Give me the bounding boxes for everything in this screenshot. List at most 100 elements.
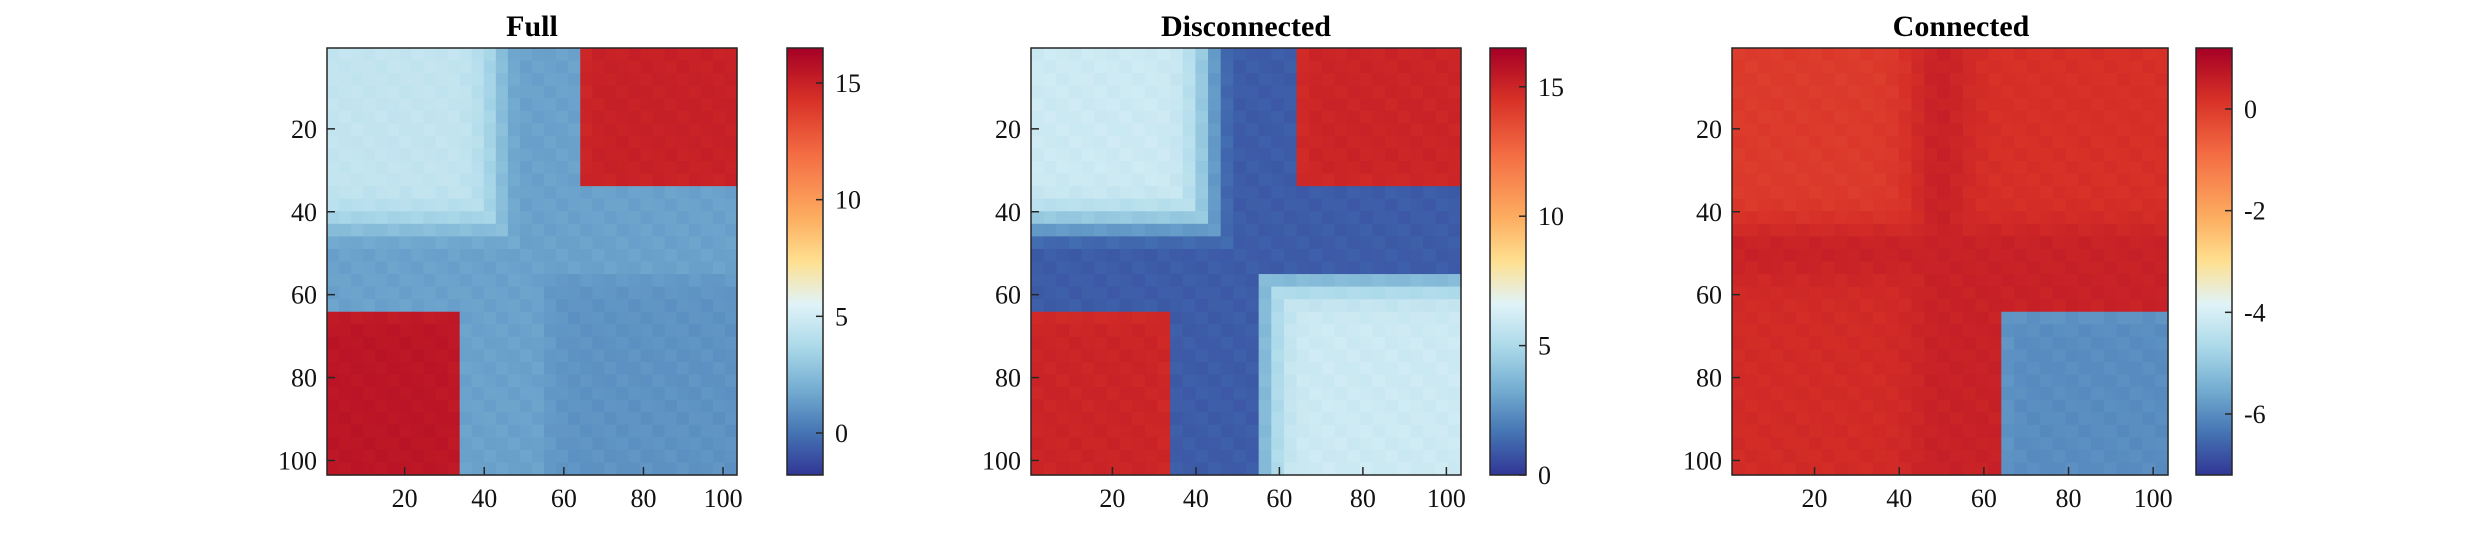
heatmap-cell bbox=[700, 211, 714, 225]
heatmap-cell bbox=[640, 173, 654, 187]
heatmap-cell bbox=[2065, 286, 2079, 300]
heatmap-cell bbox=[1182, 248, 1197, 263]
heatmap-cell bbox=[1860, 361, 1874, 376]
heatmap-cell bbox=[688, 186, 702, 200]
heatmap-cell bbox=[1094, 324, 1108, 338]
heatmap-cell bbox=[435, 462, 449, 476]
heatmap-cell bbox=[724, 73, 738, 87]
heatmap-cell bbox=[628, 424, 642, 438]
heatmap-cell bbox=[2039, 361, 2054, 376]
heatmap-cell bbox=[1770, 349, 1784, 363]
heatmap-cell bbox=[1834, 261, 1849, 275]
heatmap-cell bbox=[1081, 60, 1095, 74]
heatmap-cell bbox=[1937, 336, 1951, 351]
heatmap-cell bbox=[1106, 374, 1121, 388]
heatmap-cell bbox=[483, 336, 497, 351]
heatmap-cell bbox=[676, 361, 690, 376]
heatmap-cell bbox=[1208, 173, 1222, 187]
heatmap-cell bbox=[327, 248, 340, 263]
heatmap-cell bbox=[1821, 98, 1836, 112]
heatmap-cell bbox=[1359, 123, 1374, 137]
heatmap-cell bbox=[556, 462, 569, 476]
heatmap-cell bbox=[604, 186, 618, 200]
heatmap-cell bbox=[1885, 60, 1900, 74]
heatmap-cell bbox=[1410, 223, 1424, 237]
heatmap-cell bbox=[2129, 424, 2143, 438]
heatmap-cell bbox=[1372, 48, 1386, 62]
heatmap-cell bbox=[1056, 424, 1070, 438]
heatmap-cell bbox=[1911, 48, 1925, 62]
heatmap-cell bbox=[2001, 98, 2015, 112]
heatmap-cell bbox=[1397, 374, 1412, 388]
heatmap-cell bbox=[1796, 98, 1810, 112]
heatmap-cell bbox=[1410, 248, 1424, 263]
heatmap-cell bbox=[1898, 148, 1913, 162]
heatmap-cell bbox=[1233, 399, 1247, 413]
heatmap-cell bbox=[1975, 449, 1990, 464]
heatmap-cell bbox=[423, 261, 437, 275]
heatmap-cell bbox=[1359, 437, 1374, 451]
heatmap-cell bbox=[1246, 299, 1260, 313]
heatmap-cell bbox=[351, 98, 364, 112]
heatmap-cell bbox=[411, 123, 425, 137]
heatmap-cell bbox=[628, 85, 642, 99]
heatmap-cell bbox=[1821, 173, 1836, 187]
heatmap-cell bbox=[1757, 274, 1772, 288]
heatmap-cell bbox=[1732, 60, 1746, 74]
heatmap-cell bbox=[459, 437, 473, 451]
heatmap-cell bbox=[544, 361, 557, 376]
heatmap-cell bbox=[2014, 349, 2028, 363]
heatmap-cell bbox=[676, 148, 690, 162]
heatmap-cell bbox=[1847, 449, 1861, 464]
heatmap-cell bbox=[1783, 48, 1797, 62]
heatmap-cell bbox=[1988, 449, 2002, 464]
heatmap-cell bbox=[2078, 311, 2092, 325]
heatmap-cell bbox=[423, 361, 437, 376]
heatmap-cell bbox=[1321, 449, 1336, 464]
heatmap-cell bbox=[604, 274, 618, 288]
heatmap-cell bbox=[507, 148, 521, 162]
heatmap-cell bbox=[1309, 110, 1323, 124]
heatmap-cell bbox=[519, 374, 533, 388]
heatmap-cell bbox=[495, 399, 509, 413]
heatmap-cell bbox=[1962, 349, 1977, 363]
heatmap-cell bbox=[495, 324, 509, 338]
heatmap-cell bbox=[1233, 173, 1247, 187]
heatmap-cell bbox=[1962, 110, 1977, 124]
heatmap-cell bbox=[616, 387, 630, 401]
heatmap-cell bbox=[1873, 85, 1887, 99]
heatmap-cell bbox=[652, 148, 666, 162]
heatmap-cell bbox=[1860, 449, 1874, 464]
heatmap-cell bbox=[1975, 361, 1990, 376]
heatmap-cell bbox=[628, 110, 642, 124]
heatmap-cell bbox=[1834, 274, 1849, 288]
heatmap-cell bbox=[1043, 148, 1057, 162]
heatmap-cell bbox=[1094, 85, 1108, 99]
heatmap-cell bbox=[1056, 274, 1070, 288]
heatmap-cell bbox=[1372, 261, 1386, 275]
heatmap-cell bbox=[568, 387, 581, 401]
heatmap-cell bbox=[399, 261, 413, 275]
heatmap-cell bbox=[1283, 48, 1298, 62]
heatmap-cell bbox=[2116, 48, 2131, 62]
heatmap-cell bbox=[1132, 236, 1146, 250]
heatmap-cell bbox=[544, 211, 557, 225]
heatmap-cell bbox=[1860, 73, 1874, 87]
heatmap-cell bbox=[1808, 173, 1823, 187]
heatmap-cell bbox=[688, 261, 702, 275]
heatmap-cell bbox=[1208, 186, 1222, 200]
heatmap-cell bbox=[1321, 73, 1336, 87]
heatmap-cell bbox=[1309, 349, 1323, 363]
heatmap-cell bbox=[375, 349, 388, 363]
heatmap-cell bbox=[2103, 223, 2118, 237]
heatmap-cell bbox=[1119, 248, 1133, 263]
heatmap-cell bbox=[1182, 424, 1197, 438]
heatmap-cell bbox=[2155, 261, 2169, 275]
heatmap-cell bbox=[1924, 148, 1938, 162]
heatmap-cell bbox=[1783, 173, 1797, 187]
heatmap-cell bbox=[375, 412, 388, 426]
heatmap-cell bbox=[1119, 236, 1133, 250]
heatmap-cell bbox=[327, 85, 340, 99]
heatmap-cell bbox=[1208, 387, 1222, 401]
heatmap-cell bbox=[2142, 261, 2156, 275]
